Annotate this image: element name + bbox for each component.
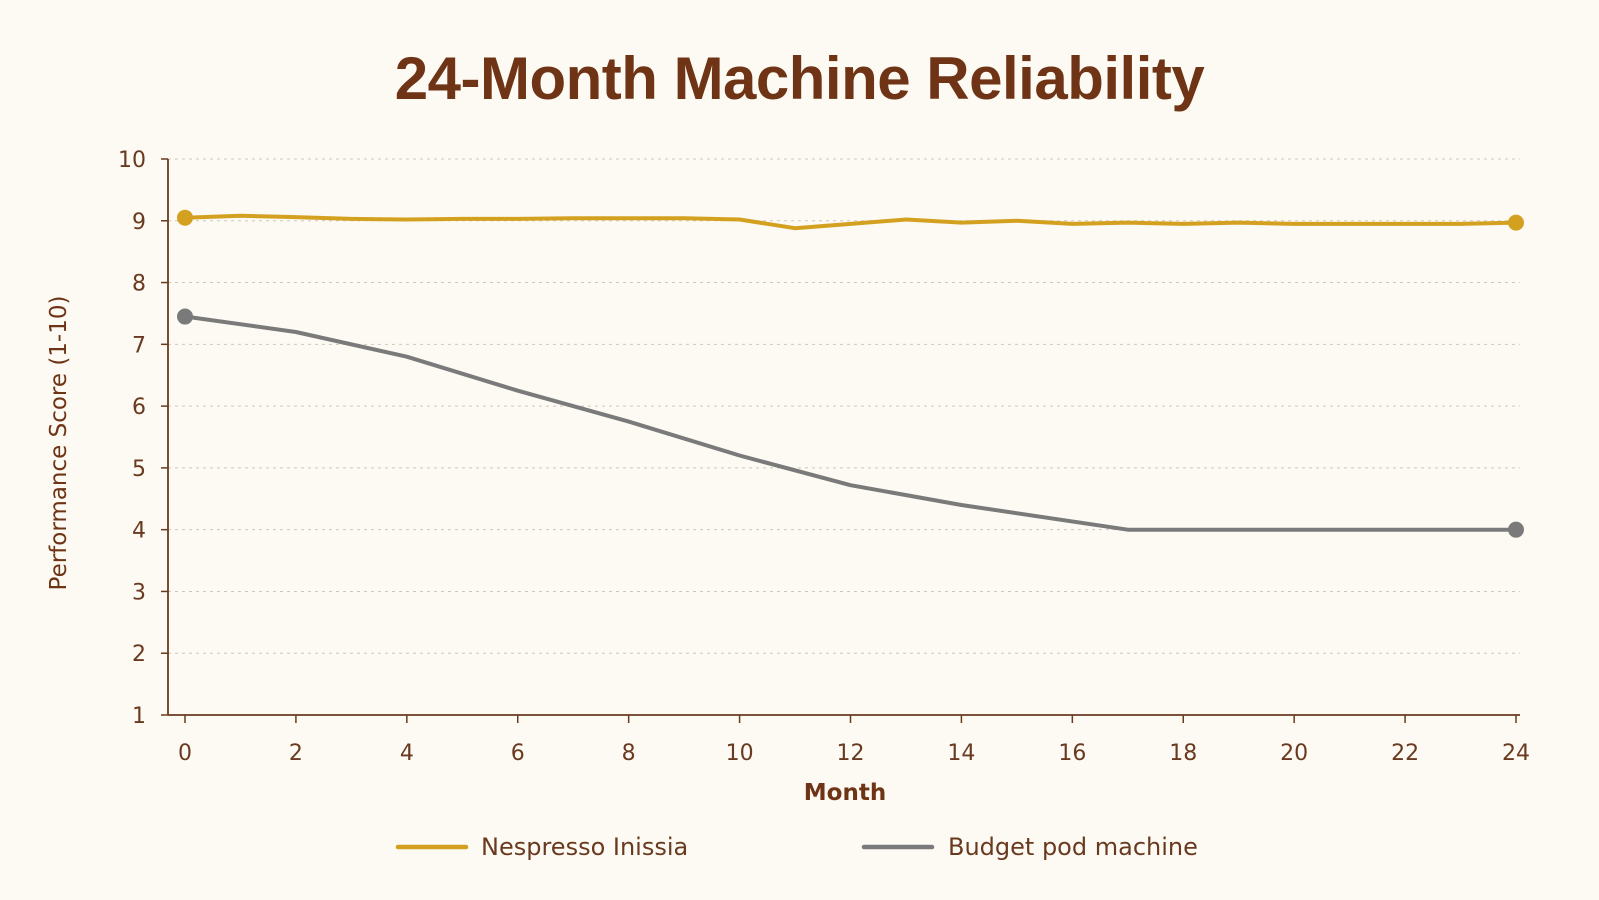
- x-tick-label: 14: [947, 741, 975, 766]
- legend-label: Nespresso Inissia: [481, 833, 688, 861]
- y-tick-label: 2: [132, 642, 146, 667]
- y-axis-title-group: Performance Score (1-10): [46, 296, 72, 591]
- series-endpoint-marker: [177, 209, 193, 226]
- y-tick-label: 3: [132, 580, 146, 605]
- legend-label: Budget pod machine: [948, 833, 1198, 861]
- x-tick-label: 10: [726, 741, 754, 766]
- y-tick-label: 6: [132, 395, 146, 420]
- y-tick-label: 9: [132, 210, 146, 235]
- x-tick-label: 6: [511, 741, 525, 766]
- series-endpoint-marker: [1508, 521, 1524, 538]
- series-lines: [177, 209, 1524, 538]
- chart-title: 24-Month Machine Reliability: [394, 45, 1205, 112]
- x-tick-label: 8: [622, 741, 636, 766]
- x-tick-label: 2: [289, 741, 303, 766]
- y-tick-label: 7: [132, 333, 146, 358]
- y-tick-label: 10: [118, 148, 146, 173]
- y-tick-label: 5: [132, 457, 146, 482]
- grid-lines: [168, 158, 1520, 654]
- legend: Nespresso Inissia Budget pod machine: [395, 833, 1198, 861]
- y-tick-label: 1: [132, 704, 146, 729]
- y-tick-label: 4: [132, 519, 146, 544]
- x-tick-label: 18: [1169, 741, 1197, 766]
- x-axis-title: Month: [804, 780, 886, 806]
- x-tick-label: 24: [1502, 741, 1530, 766]
- series-line-1: [183, 314, 1518, 532]
- series-line-0: [183, 213, 1518, 231]
- y-axis-title: Performance Score (1-10): [46, 296, 72, 591]
- x-tick-label: 12: [837, 741, 865, 766]
- x-tick-label: 4: [400, 741, 414, 766]
- x-tick-label: 16: [1058, 741, 1086, 766]
- series-endpoint-marker: [1508, 214, 1524, 231]
- x-tick-label: 0: [178, 741, 192, 766]
- x-tick-label: 20: [1280, 741, 1308, 766]
- x-tick-label: 22: [1391, 741, 1419, 766]
- y-tick-label: 8: [132, 272, 146, 297]
- series-endpoint-marker: [177, 308, 193, 325]
